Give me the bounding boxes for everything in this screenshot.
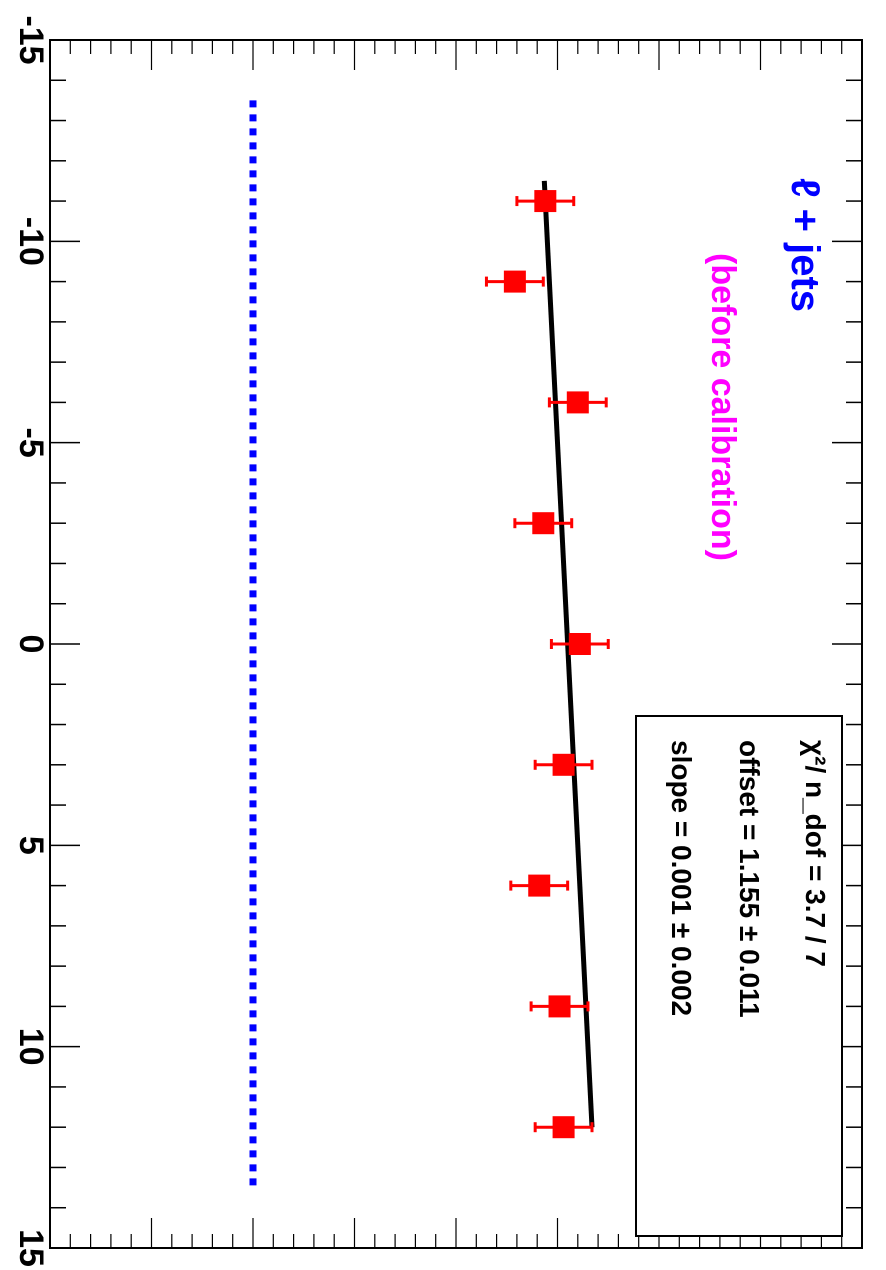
stats-line: χ²/ n_dof = 3.7 / 7 — [800, 740, 831, 967]
fit-line — [541, 180, 595, 1128]
data-point — [503, 270, 526, 293]
data-point — [566, 391, 589, 414]
data-point — [568, 633, 591, 655]
x-tick-label: 0 — [12, 635, 50, 654]
data-point — [534, 190, 557, 213]
stats-line: slope = 0.001 ± 0.002 — [666, 740, 697, 1016]
data-points-layer — [484, 190, 610, 1139]
axes: -15-10-50510150.90.9511.051.11.151.21.25… — [12, 15, 863, 1267]
chart-title: ℓ + jets — [783, 178, 827, 312]
data-point — [528, 874, 551, 897]
x-tick-label: -5 — [12, 428, 50, 458]
x-tick-label: 5 — [12, 836, 50, 855]
stats-box — [635, 715, 843, 1237]
x-tick-label: -10 — [12, 217, 50, 266]
data-point — [532, 512, 555, 535]
chart-subtitle: (before calibration) — [704, 253, 742, 561]
x-tick-label: 15 — [12, 1229, 50, 1267]
annotations-layer: ℓ + jets (before calibration) χ²/ n_dof = … — [635, 178, 843, 1237]
fit-line-layer — [541, 180, 595, 1128]
x-tick-label: -15 — [12, 15, 50, 64]
data-point — [552, 1116, 575, 1139]
stats-line: offset = 1.155 ± 0.011 — [734, 740, 765, 1018]
data-point — [548, 995, 571, 1018]
data-point — [552, 753, 575, 776]
x-tick-label: 10 — [12, 1028, 50, 1066]
